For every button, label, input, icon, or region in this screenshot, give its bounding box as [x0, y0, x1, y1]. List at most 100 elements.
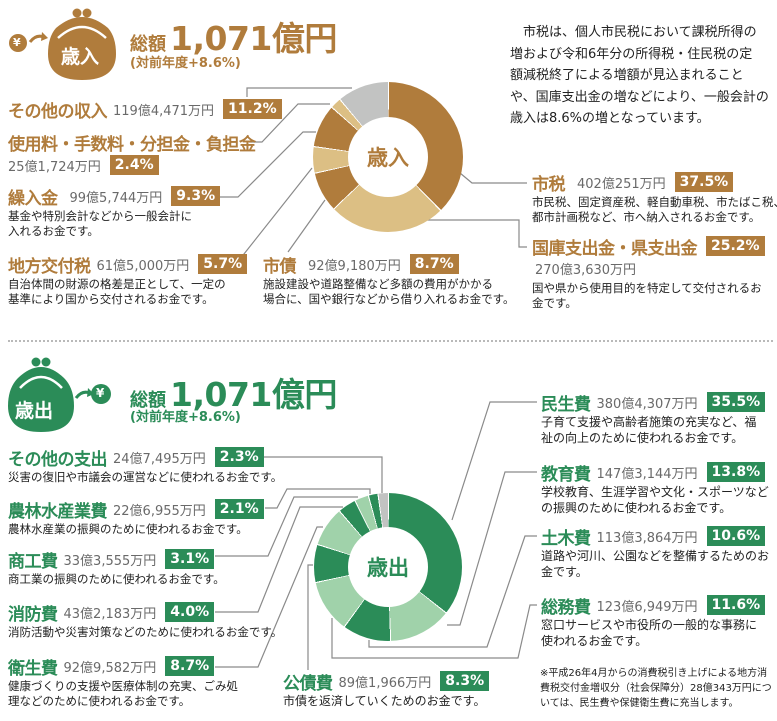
item-name: 土木費 [541, 528, 591, 549]
item-percent-badge: 2.1% [214, 499, 264, 519]
item-amount: 92億9,582万円 [63, 660, 157, 676]
expenditure-change: (対前年度+8.6%) [130, 410, 241, 425]
item-name: その他の支出 [8, 449, 108, 470]
item-name: 使用料・手数料・分担金・負担金 [8, 134, 256, 155]
expenditure-total-value: 1,071億円 [170, 375, 337, 414]
item-name: 地方交付税 [8, 256, 91, 277]
item-amount: 43億2,183万円 [63, 606, 157, 622]
expenditure-item-agriculture: 農林水産業費 22億6,955万円 2.1% 農林水産業の振興のために使われるお… [8, 498, 264, 537]
item-desc-line: 市民税、固定資産税、軽自動車税、市たばこ税、 [532, 195, 777, 209]
item-desc-line: 金です。 [532, 296, 577, 310]
item-amount: 25億1,724万円 [8, 159, 101, 175]
item-percent-badge: 8.7% [165, 656, 215, 676]
summary-line: 歳入は8.6%の増となっています。 [510, 111, 710, 126]
item-amount: 119億4,471万円 [113, 103, 215, 119]
yen-icon: ¥ [96, 386, 105, 400]
summary-line: 額減税終了による増額が見込まれること [510, 68, 744, 83]
item-name: 総務費 [541, 597, 591, 618]
income-item-other: その他の収入 119億4,471万円 11.2% [8, 98, 282, 122]
expenditure-donut-chart: 歳出 [314, 493, 462, 641]
item-name: 農林水産業費 [8, 501, 108, 522]
item-name: 市税 [532, 174, 566, 195]
expenditure-item-fire: 消防費 43億2,183万円 4.0% 消防活動や災害対策などのために使われるお… [8, 601, 282, 640]
item-desc-line: 金です。 [541, 564, 588, 579]
expenditure-donut-center: 歳出 [348, 527, 428, 607]
item-desc-line: 使われるお金です。 [541, 633, 648, 648]
item-name: 繰入金 [8, 188, 58, 209]
item-amount: 99億5,744万円 [69, 190, 163, 206]
item-desc-line: 窓口サービスや市役所の一般的な事務に [541, 618, 758, 632]
item-desc-line: 理などのために使われるお金です。 [8, 694, 191, 708]
expenditure-total-label: 総額 [130, 390, 166, 411]
income-icon-label: 歳入 [61, 46, 100, 68]
income-purse-icon [9, 8, 116, 80]
item-percent-badge: 35.5% [706, 392, 766, 412]
item-percent-badge: 9.3% [171, 186, 221, 206]
item-desc-line: 農林水産業の振興のために使われるお金です。 [8, 522, 248, 536]
income-item-city-tax: 市税 402億251万円 37.5% 市民税、固定資産税、軽自動車税、市たばこ税… [532, 171, 777, 225]
income-item-transfers: 繰入金 99億5,744万円 9.3% 基金や特別会計などから一般会計に 入れる… [8, 185, 221, 239]
item-percent-badge: 11.2% [223, 99, 282, 119]
item-name: その他の収入 [8, 101, 108, 122]
item-desc-line: 都市計画税など、市へ納入されるお金です。 [532, 210, 761, 224]
summary-line: 市税は、個人市民税において課税所得の [510, 25, 757, 40]
item-desc-line: の振興のために使われるお金です。 [541, 500, 732, 515]
income-donut-chart: 歳入 [313, 82, 463, 232]
summary-line: 増および令和6年分の所得税・住民税の定 [510, 46, 753, 62]
item-percent-badge: 25.2% [706, 236, 765, 256]
item-amount: 380億4,307万円 [596, 396, 698, 412]
income-total-value: 1,071億円 [170, 19, 337, 58]
expenditure-item-sanitation: 衛生費 92億9,582万円 8.7% 健康づくりの支援や医療体制の充実、ごみ処… [8, 655, 238, 709]
item-percent-badge: 5.7% [198, 254, 248, 274]
item-desc-line: 自治体間の財源の格差是正として、一定の [8, 277, 226, 291]
income-change: (対前年度+8.6%) [130, 56, 241, 71]
item-amount: 24億7,495万円 [113, 451, 206, 467]
income-item-national-prefectural-disbursements: 国庫支出金・県支出金 25.2% 270億3,630万円 国や県から使用目的を特… [532, 235, 765, 311]
item-desc-line: 祉の向上のために使われるお金です。 [541, 430, 744, 445]
item-amount: 402億251万円 [577, 176, 666, 192]
item-name: 消防費 [8, 604, 58, 625]
income-total-label: 総額 [130, 34, 166, 55]
income-item-municipal-bonds: 市債 92億9,180万円 8.7% 施設建設や道路整備など多額の費用がかかる … [263, 253, 515, 307]
item-amount: 270億3,630万円 [535, 262, 637, 278]
footnote-line: ※平成26年4月からの消費税引き上げによる地方消 [540, 668, 768, 679]
item-desc-line: 市債を返済していくためのお金です。 [283, 694, 486, 708]
item-percent-badge: 13.8% [706, 462, 766, 482]
item-percent-badge: 37.5% [674, 172, 734, 192]
item-desc-line: 基準により国から交付されるお金です。 [8, 292, 214, 306]
item-desc-line: 道路や河川、公園などを整備するためのお [541, 549, 770, 563]
item-amount: 113億3,864万円 [596, 530, 698, 546]
item-name: 国庫支出金・県支出金 [532, 238, 698, 259]
yen-icon: ¥ [13, 36, 21, 49]
item-name: 市債 [263, 256, 297, 277]
income-donut-center: 歳入 [348, 117, 428, 197]
item-amount: 123億6,949万円 [596, 599, 698, 615]
section-divider [8, 340, 773, 342]
item-percent-badge: 8.3% [440, 671, 490, 691]
item-desc-line: 場合に、国や銀行などから借り入れるお金です。 [263, 292, 515, 306]
expenditure-item-other: その他の支出 24億7,495万円 2.3% 災害の復旧や市議会の運営などに使わ… [8, 446, 282, 485]
footnote-line: 費税交付金増収分（社会保障分）28億343万円につ [540, 683, 772, 694]
expenditure-icon-label: 歳出 [15, 400, 54, 422]
item-name: 教育費 [541, 464, 591, 485]
item-percent-badge: 2.3% [214, 447, 264, 467]
item-amount: 33億3,555万円 [63, 553, 157, 569]
item-desc-line: 国や県から使用目的を特定して交付されるお [532, 281, 762, 295]
item-desc-line: 消防活動や災害対策などのために使われるお金です。 [8, 625, 283, 639]
expenditure-item-commerce: 商工費 33億3,555万円 3.1% 商工業の振興のために使われるお金です。 [8, 548, 225, 587]
item-desc-line: 施設建設や道路整備など多額の費用がかかる [263, 277, 493, 291]
item-percent-badge: 8.7% [409, 254, 459, 274]
item-amount: 89億1,966万円 [338, 675, 432, 691]
footnote-line: いては、民生費や保健衛生費に充当します。 [540, 698, 739, 709]
expenditure-item-welfare: 民生費 380億4,307万円 35.5% 子育て支援や高齢者施策の充実など、福… [541, 391, 766, 446]
expenditure-item-debt-service: 公債費 89億1,966万円 8.3% 市債を返済していくためのお金です。 [283, 670, 490, 710]
item-percent-badge: 3.1% [165, 549, 215, 569]
item-name: 民生費 [541, 394, 591, 415]
item-percent-badge: 4.0% [165, 602, 215, 622]
item-desc-line: 商工業の振興のために使われるお金です。 [8, 572, 225, 586]
item-amount: 147億3,144万円 [596, 466, 698, 482]
item-amount: 92億9,180万円 [308, 258, 401, 274]
summary-line: や、国庫支出金の増などにより、一般会計の [510, 89, 769, 105]
